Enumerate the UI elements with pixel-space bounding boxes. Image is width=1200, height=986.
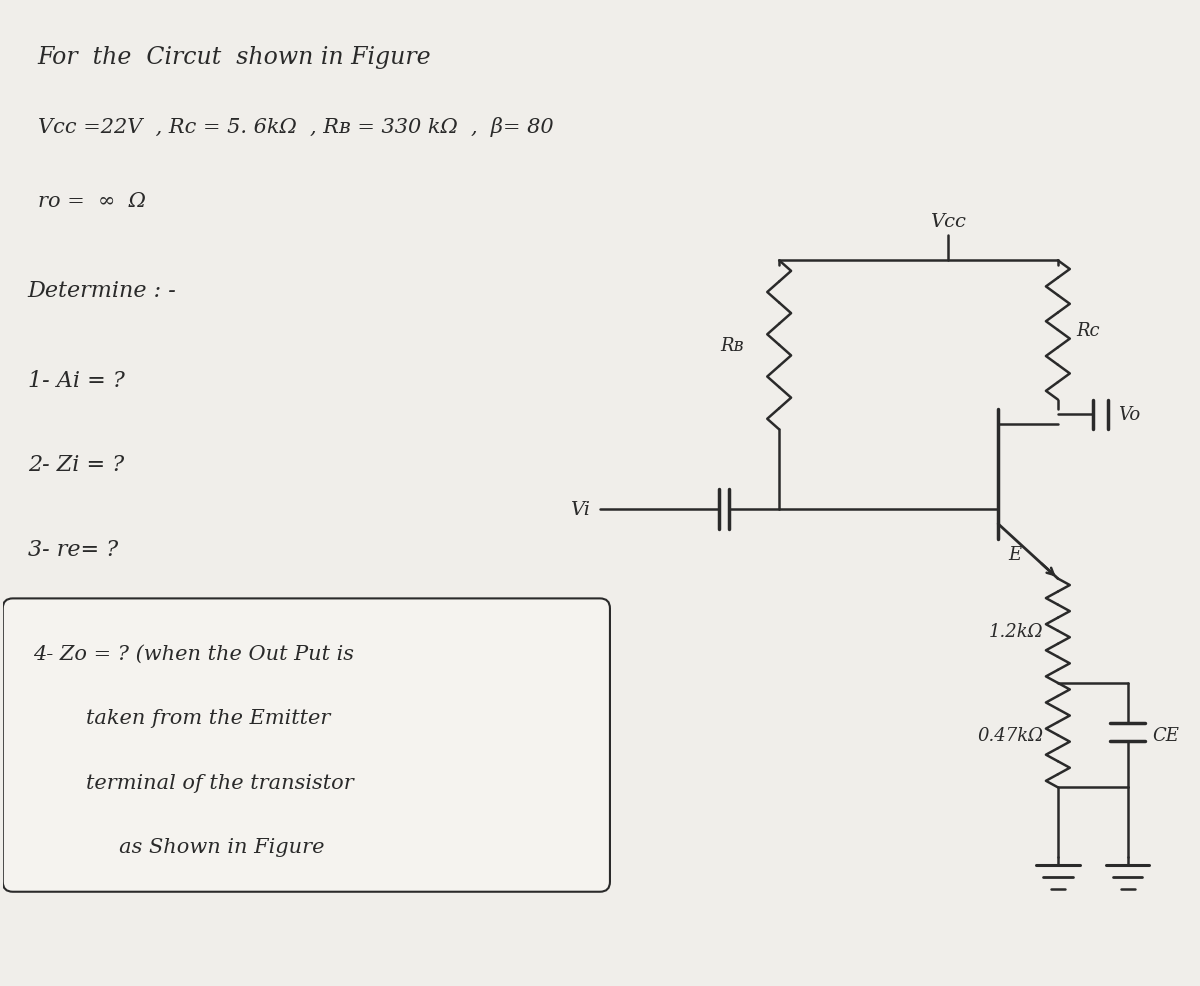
Text: E: E (1008, 545, 1021, 563)
Text: CE: CE (1152, 727, 1180, 744)
Text: 4- Zo = ? (when the Out Put is: 4- Zo = ? (when the Out Put is (32, 644, 354, 663)
Text: 0.47kΩ: 0.47kΩ (977, 727, 1043, 744)
Text: taken from the Emitter: taken from the Emitter (32, 709, 330, 728)
Text: Vcc =22V  , Rc = 5. 6kΩ  , Rʙ = 330 kΩ  ,  β= 80: Vcc =22V , Rc = 5. 6kΩ , Rʙ = 330 kΩ , β… (37, 117, 553, 137)
Text: Rc: Rc (1075, 321, 1099, 339)
Text: 1- Ai = ?: 1- Ai = ? (28, 370, 125, 391)
Text: Vi: Vi (570, 501, 590, 519)
Text: 3- re= ?: 3- re= ? (28, 538, 118, 560)
Text: 1.2kΩ: 1.2kΩ (989, 622, 1043, 640)
Text: Vcc: Vcc (930, 212, 966, 231)
Text: terminal of the transistor: terminal of the transistor (32, 773, 353, 792)
Text: Determine : -: Determine : - (28, 280, 176, 302)
Text: ro =  ∞  Ω: ro = ∞ Ω (37, 192, 145, 211)
Text: For  the  Circut  shown in Figure: For the Circut shown in Figure (37, 46, 431, 69)
Text: Vo: Vo (1117, 406, 1140, 424)
Text: as Shown in Figure: as Shown in Figure (32, 838, 324, 857)
Text: 2- Zi = ?: 2- Zi = ? (28, 454, 124, 475)
FancyBboxPatch shape (2, 599, 610, 891)
Text: Rʙ: Rʙ (721, 336, 744, 355)
